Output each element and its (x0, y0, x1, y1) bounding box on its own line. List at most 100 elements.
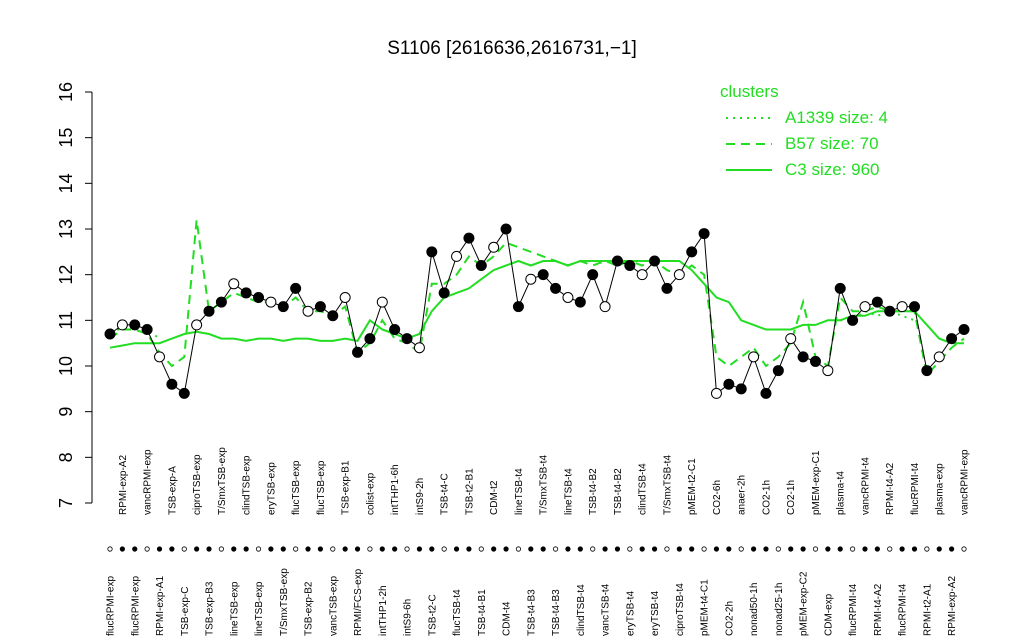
data-point (859, 301, 871, 313)
x-tick-label: lineTSB-exp (229, 581, 240, 636)
x-tick-label: TSB-exp-B2 (304, 581, 315, 636)
x-tick-label: RPMI-exp-A2 (947, 576, 958, 636)
category-dot (825, 546, 831, 552)
legend: clusters A1339 size: 4 B57 size: 70 C3 size… (720, 82, 888, 179)
x-tick-label: flucTSB-t4 (452, 589, 463, 636)
data-point (302, 305, 314, 317)
category-dot (404, 546, 410, 552)
data-point (748, 351, 760, 363)
data-point (537, 269, 549, 281)
category-dot (491, 546, 497, 552)
data-point (191, 319, 203, 331)
data-point (488, 241, 500, 253)
category-dot (540, 546, 546, 552)
x-tick-label: flucRPMI-t4 (910, 462, 921, 515)
data-point (104, 328, 116, 340)
category-dot (590, 546, 596, 552)
data-point (797, 351, 809, 363)
data-point (847, 314, 859, 326)
data-point (426, 246, 438, 258)
category-dot (577, 546, 583, 552)
legend-title: clusters (720, 82, 779, 101)
x-tick-label: intS9-6h (403, 599, 414, 636)
x-tick-label: T/SmxTSB-t4 (662, 455, 673, 515)
x-tick-label: T/SmxTSB-exp (279, 568, 290, 636)
category-dot (478, 546, 484, 552)
category-dot (317, 546, 324, 552)
x-tick-label: plasma-exp (935, 463, 946, 515)
category-dot (515, 546, 522, 552)
data-point (154, 351, 166, 363)
category-dot (924, 546, 930, 552)
x-tick-label: intS9-2h (415, 478, 426, 515)
x-tick-label: lineTSB-t4 (514, 468, 525, 515)
x-tick-label: flucTSB-exp (291, 460, 302, 515)
data-point (673, 269, 685, 281)
x-tick-label: pMEM-t2-C1 (687, 458, 698, 515)
category-dot (750, 546, 757, 552)
category-dot (961, 546, 967, 552)
data-point (512, 301, 524, 313)
x-tick-label: clindTSB-t4 (638, 463, 649, 515)
category-dot (416, 546, 423, 552)
data-point (686, 246, 698, 258)
data-point (166, 378, 178, 390)
category-dot (119, 546, 125, 552)
x-tick-label: clindTSB-exp (242, 455, 253, 515)
category-dot (293, 546, 299, 552)
category-dot (218, 546, 224, 552)
x-tick-label: vancTSB-t4 (601, 583, 612, 636)
data-point (562, 292, 574, 303)
x-tick-label: eryTSB-exp (266, 462, 277, 515)
x-tick-label: RPMI-t4-A2 (885, 462, 896, 515)
category-dot (379, 546, 385, 552)
data-point (649, 255, 661, 267)
data-point (525, 273, 537, 285)
x-tick-label: TSB-exp-B3 (205, 581, 216, 636)
category-dot (231, 546, 237, 552)
data-point (574, 296, 586, 308)
category-dot (528, 546, 534, 552)
profile-line (109, 227, 965, 395)
x-tick-label: RPMI-exp-A1 (155, 576, 166, 636)
data-point (636, 269, 648, 281)
category-dot (429, 546, 435, 552)
x-tick-label: anaer-2h (737, 475, 748, 515)
data-point (376, 296, 388, 308)
x-tick-label: TSB-t4-B2 (588, 468, 599, 515)
x-tick-label: flucRPMI-exp (106, 576, 117, 636)
y-tick-label: 11 (56, 311, 76, 330)
data-point (599, 301, 611, 313)
y-tick-label: 14 (56, 173, 76, 193)
x-tick-label: nonad25-1h (774, 583, 785, 636)
x-tick-label: ciproTSB-t4 (675, 583, 686, 636)
category-dot (800, 546, 806, 552)
x-tick-label: intTHP1-6h (390, 464, 401, 515)
category-dot (552, 546, 559, 552)
data-point (809, 355, 821, 367)
x-tick-label: lineTSB-t4 (563, 468, 574, 515)
category-dot (874, 546, 880, 552)
data-point (116, 319, 128, 331)
category-dot (738, 546, 744, 552)
category-dot (441, 546, 447, 552)
x-tick-label: eryTSB-t4 (650, 591, 661, 636)
x-tick-label: CDM-t2 (489, 480, 500, 515)
category-dot (354, 546, 361, 552)
category-dot (651, 546, 658, 552)
category-dot (156, 546, 163, 552)
data-point (141, 323, 153, 335)
x-tick-label: pMEM-t4-C1 (700, 579, 711, 636)
data-point (896, 301, 908, 313)
data-point (352, 346, 364, 358)
category-dot (676, 546, 682, 552)
y-tick-label: 7 (56, 498, 76, 508)
data-point (228, 278, 240, 290)
x-tick-label: CO2-1h (761, 480, 772, 515)
data-point (364, 333, 376, 345)
data-point (834, 282, 846, 294)
x-tick-label: TSB-t4-B3 (526, 589, 537, 636)
y-tick-label: 12 (56, 265, 76, 285)
category-dot (144, 546, 150, 552)
x-tick-label: flucTSB-exp (316, 460, 327, 515)
